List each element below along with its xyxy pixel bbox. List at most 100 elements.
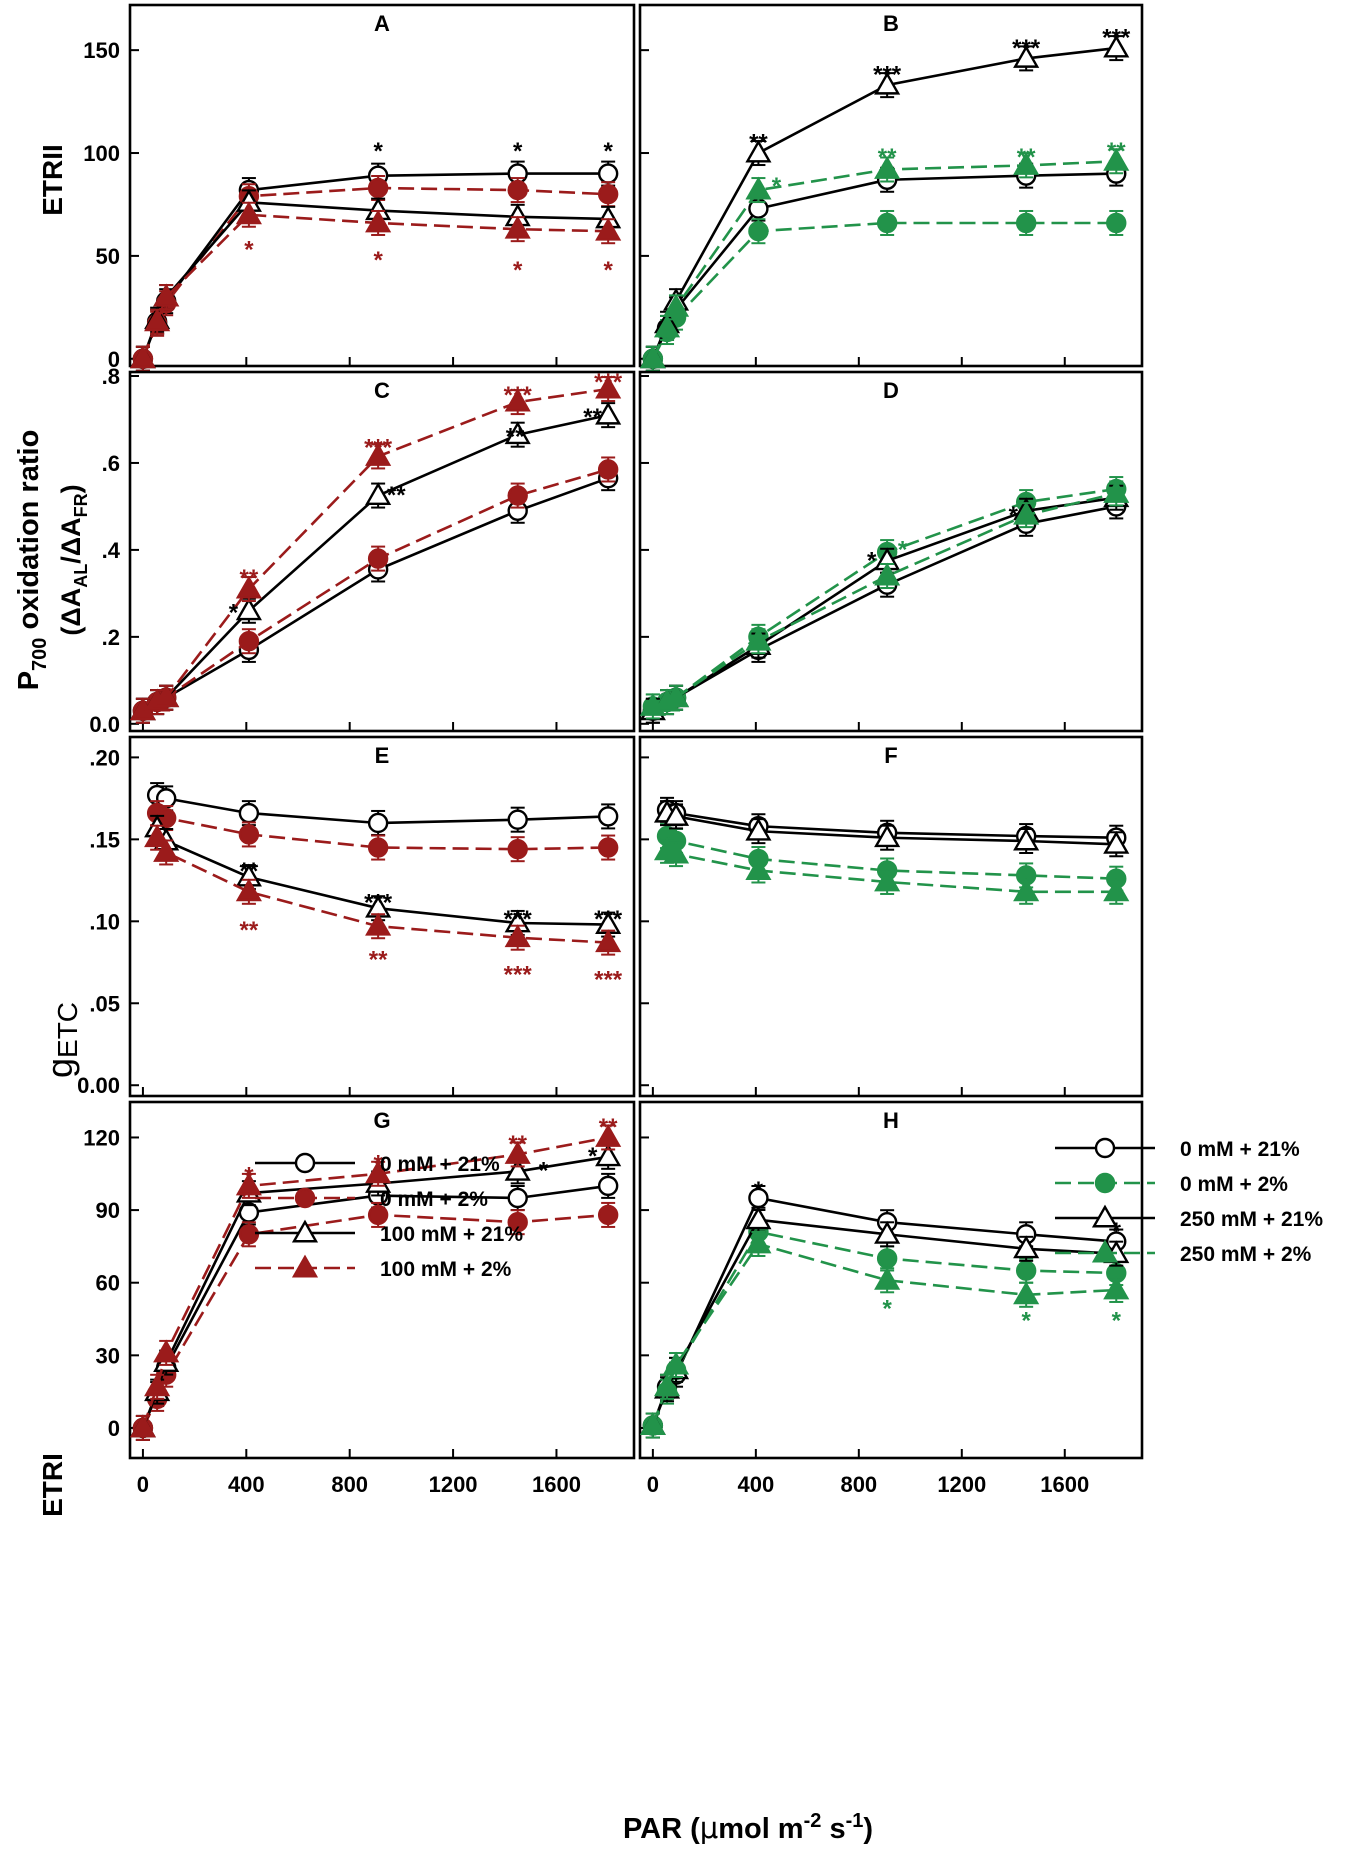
series-line — [652, 505, 1117, 712]
data-point — [748, 221, 769, 242]
ylabel-p700-close: ) — [56, 484, 86, 493]
panel-frame — [638, 735, 1144, 1098]
legend-label: 0 mM + 21% — [380, 1153, 500, 1176]
significance-mark: * — [1009, 502, 1019, 529]
panel-letter: E — [375, 743, 390, 768]
significance-mark: * — [588, 1143, 598, 1170]
data-point — [595, 217, 622, 241]
significance-mark: * — [754, 1177, 764, 1204]
significance-mark: *** — [873, 62, 902, 89]
x-tick-label: 400 — [228, 1472, 265, 1497]
data-point — [639, 1412, 666, 1435]
data-point — [235, 201, 262, 225]
significance-mark: * — [373, 247, 383, 274]
data-point — [595, 1124, 622, 1147]
data-point — [235, 1172, 262, 1196]
data-point — [1103, 147, 1130, 171]
data-point — [662, 684, 690, 708]
data-point — [507, 1187, 528, 1209]
panel-letter: A — [374, 11, 390, 36]
series-100-mm-2- — [129, 201, 622, 372]
significance-mark: * — [1112, 1308, 1122, 1335]
panel-a: A 0 50 100 150 * * * * * * * — [83, 3, 636, 372]
data-point — [365, 482, 392, 506]
y-tick-label: .2 — [102, 625, 120, 650]
ylabel-getc-sub: ETC — [52, 1002, 83, 1058]
series-250-mm-2- — [653, 837, 1130, 905]
x-tick-label: 1600 — [532, 1472, 581, 1497]
legend-label: 250 mM + 21% — [1180, 1208, 1323, 1231]
data-point — [235, 878, 262, 902]
panel-frame — [638, 3, 1144, 368]
significance-mark: ** — [1017, 144, 1036, 171]
xlabel-mid: s — [821, 1813, 845, 1845]
y-tick-label: 0.00 — [77, 1073, 120, 1098]
panel-letter: C — [374, 378, 390, 403]
data-point — [504, 388, 531, 412]
ylabel-p700-open: (ΔA — [56, 588, 86, 636]
data-point — [367, 548, 389, 569]
significance-mark: * — [603, 257, 613, 284]
data-point — [595, 929, 622, 953]
data-point — [1103, 878, 1130, 902]
data-point — [365, 209, 392, 233]
data-point — [597, 806, 619, 827]
data-point — [874, 71, 901, 95]
legend-marker — [1091, 1239, 1119, 1263]
y-tick-label: .15 — [89, 827, 120, 852]
data-point — [507, 1211, 528, 1233]
panel-b: B******** ****** ** ** — [638, 3, 1144, 372]
legend-entry: 100 mM + 2% — [255, 1254, 512, 1281]
y-tick-label: 50 — [96, 244, 120, 269]
data-point — [745, 857, 772, 880]
data-point — [129, 1414, 156, 1438]
ylabel-p700-sub-fr: FR — [71, 493, 91, 517]
panel-letter: B — [883, 11, 899, 36]
legend-label: 100 mM + 21% — [380, 1223, 523, 1246]
data-point — [745, 627, 772, 651]
data-point — [597, 183, 619, 205]
series-250-mm-21- — [639, 1206, 1130, 1439]
significance-mark: ** — [369, 947, 388, 974]
series-line — [142, 476, 609, 712]
y-tick-label: .4 — [102, 538, 121, 563]
legend-label: 100 mM + 2% — [380, 1258, 512, 1281]
data-point — [235, 575, 262, 599]
data-point — [874, 1266, 901, 1290]
ylabel-getc: gETC — [39, 1002, 83, 1078]
legend-marker — [291, 1254, 319, 1278]
legend-entry: 250 mM + 21% — [1055, 1204, 1323, 1231]
legend-entry: 0 mM + 21% — [255, 1152, 500, 1176]
xlabel-mol: mol m — [718, 1813, 803, 1845]
data-point — [1103, 479, 1130, 503]
legend-entry: 0 mM + 2% — [1055, 1172, 1288, 1196]
significance-mark: ** — [878, 144, 897, 171]
data-point — [1103, 1276, 1130, 1300]
legend-marker — [294, 1152, 316, 1174]
significance-mark: *** — [364, 889, 393, 916]
series-line — [651, 221, 1117, 360]
y-tick-label: 30 — [96, 1343, 120, 1368]
x-tick-label: 1600 — [1040, 1472, 1089, 1497]
data-point — [504, 924, 531, 948]
xlabel-prefix: PAR ( — [623, 1813, 700, 1845]
ylabel-p700-mid: /ΔA — [56, 517, 86, 563]
data-point — [507, 485, 528, 506]
legend-entry: 250 mM + 2% — [1055, 1239, 1312, 1266]
series-0-mm-2- — [642, 209, 1127, 372]
series-line — [651, 172, 1117, 360]
data-point — [153, 283, 180, 307]
panel-c: C0.0.2.4.6.8*************** *** — [89, 364, 636, 737]
panel-frame — [128, 370, 636, 733]
legend-label: 0 mM + 2% — [1180, 1173, 1288, 1196]
data-point — [745, 817, 772, 841]
legend-marker — [1094, 1137, 1116, 1159]
data-point — [597, 1204, 619, 1226]
data-point — [745, 176, 772, 200]
significance-mark: ** — [583, 404, 602, 431]
significance-mark: * — [373, 138, 383, 165]
legend-marker — [294, 1187, 316, 1209]
significance-mark: *** — [594, 906, 623, 933]
data-point — [595, 401, 622, 425]
data-point — [1013, 827, 1040, 851]
